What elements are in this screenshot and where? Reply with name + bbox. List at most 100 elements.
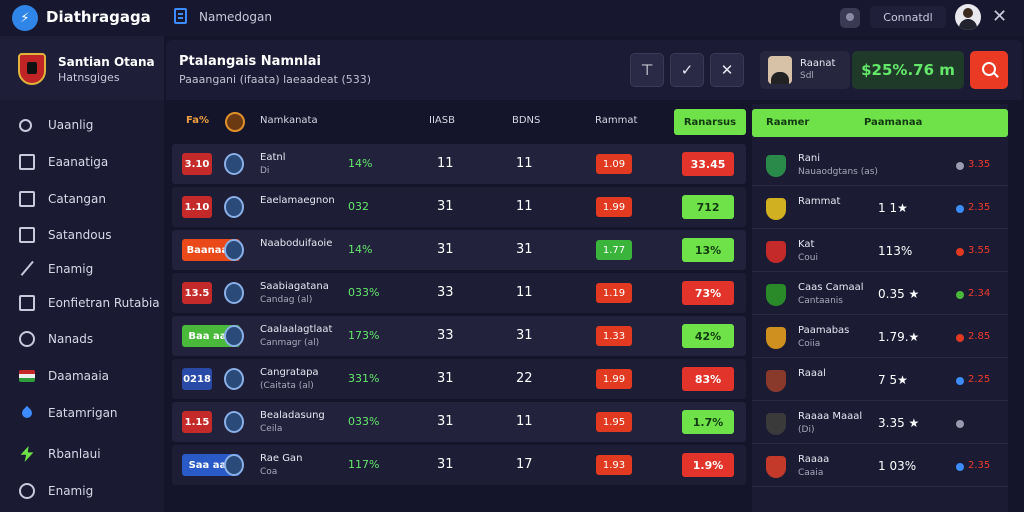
search-button[interactable]	[970, 51, 1008, 89]
sidebar-item-6[interactable]: Eonfietran Rutabia	[0, 288, 164, 318]
notification-icon[interactable]	[840, 8, 860, 28]
standings-team: Paamabas	[798, 325, 850, 336]
person-icon	[19, 483, 35, 499]
odds-button[interactable]: 1.99	[596, 197, 632, 217]
table-row[interactable]: Baanaan Naaboduifaoie 14% 31 31 1.77 13%	[172, 230, 746, 270]
rank-chip[interactable]: 13.5	[182, 282, 212, 304]
standings-row[interactable]: Rammat 1 1★ 2.35	[752, 187, 1008, 229]
column-header-a[interactable]: IIASB	[429, 115, 455, 126]
confirm-button[interactable]: ✓	[670, 53, 704, 87]
cancel-button[interactable]: ✕	[710, 53, 744, 87]
bet-button[interactable]: 1.9%	[682, 453, 734, 477]
sidebar-item-9[interactable]: Eatamrigan	[0, 398, 164, 428]
sidebar-item-1[interactable]: Uaanlig	[0, 110, 164, 140]
stat-b: 11	[516, 285, 533, 300]
sidebar-item-5[interactable]: Enamig	[0, 254, 164, 284]
rank-chip[interactable]: 1.10	[182, 196, 212, 218]
stat-b: 17	[516, 457, 533, 472]
standings-odds[interactable]: 3.35	[968, 159, 991, 170]
table-row[interactable]: 1.10 Eaelamaegnon 032 31 11 1.99 712	[172, 187, 746, 227]
standings-row[interactable]: Paamabas Coiia 1.79.★ 2.85	[752, 316, 1008, 358]
sidebar-item-2[interactable]: Eaanatiga	[0, 147, 164, 177]
close-icon[interactable]: ✕	[992, 6, 1008, 27]
stat-a: 31	[437, 414, 454, 429]
standings-team: Rammat	[798, 196, 841, 207]
standings-odds[interactable]: 3.55	[968, 245, 991, 256]
stat-b: 11	[516, 156, 533, 171]
table-row[interactable]: 3.10 Eatnl Di 14% 11 11 1.09 33.45	[172, 144, 746, 184]
standings-odds[interactable]: 2.85	[968, 331, 991, 342]
odds-button[interactable]: 1.09	[596, 154, 632, 174]
column-header-team[interactable]: Namkanata	[260, 115, 318, 126]
table-row[interactable]: Saa aan Rae Gan Coa 117% 31 17 1.93 1.9%	[172, 445, 746, 485]
bet-button[interactable]: 712	[682, 195, 734, 219]
connect-button[interactable]: Connatdl	[870, 6, 946, 28]
odds-button[interactable]: 1.33	[596, 326, 632, 346]
bet-button[interactable]: 42%	[682, 324, 734, 348]
column-header-b[interactable]: BDNS	[512, 115, 541, 126]
column-header-rank[interactable]: Fa%	[186, 115, 210, 126]
monitor-icon	[19, 191, 35, 207]
table-row[interactable]: 13.5 Saabiagatana Candag (al) 033% 33 11 1.19 7…	[172, 273, 746, 313]
odds-button[interactable]: 1.93	[596, 455, 632, 475]
sidebar-item-8[interactable]: Daamaaia	[0, 361, 164, 391]
pin-button[interactable]: ⊤	[630, 53, 664, 87]
bet-button[interactable]: 83%	[682, 367, 734, 391]
standings-row[interactable]: Caas Camaal Cantaanis 0.35 ★ 2.34	[752, 273, 1008, 315]
standings-row[interactable]: Raaal 7 5★ 2.25	[752, 359, 1008, 401]
bet-button[interactable]: 13%	[682, 238, 734, 262]
sidebar-item-3[interactable]: Catangan	[0, 184, 164, 214]
bet-button[interactable]: 73%	[682, 281, 734, 305]
standings-row[interactable]: Raaaa Caaia 1 03% 2.35	[752, 445, 1008, 487]
standings-header-1[interactable]: Raamer	[766, 117, 810, 128]
top-name-label[interactable]: Namedogan	[199, 10, 272, 24]
tv-icon	[19, 154, 35, 170]
bet-button[interactable]: 1.7%	[682, 410, 734, 434]
app-logo-icon[interactable]: ⚡	[12, 5, 38, 31]
user-card[interactable]: Raanat Sdl	[760, 51, 850, 89]
brand-subtitle: Hatnsgiges	[58, 71, 120, 84]
standings-odds[interactable]: 2.35	[968, 202, 991, 213]
column-header-d[interactable]: Ranarsus	[674, 109, 746, 135]
status-dot-icon	[956, 205, 964, 213]
table-row[interactable]: 0218 Cangratapa (Caitata (al) 331% 31 22 1.99 8…	[172, 359, 746, 399]
odds-button[interactable]: 1.77	[596, 240, 632, 260]
standings-row[interactable]: Rani Nauaodgtans (as) 3.35	[752, 144, 1008, 186]
standings-header-2[interactable]: Paamanaa	[864, 117, 923, 128]
sidebar-item-label: Eaanatiga	[48, 155, 109, 169]
standings-odds[interactable]: 2.35	[968, 460, 991, 471]
standings-team: Kat	[798, 239, 815, 250]
avatar[interactable]	[955, 4, 981, 30]
table-row[interactable]: 1.15 Bealadasung Ceila 033% 31 11 1.95 1.7%	[172, 402, 746, 442]
stat-b: 22	[516, 371, 533, 386]
team-name: Rae Gan	[260, 453, 303, 464]
standings-subtitle: Coui	[798, 253, 818, 263]
sidebar-item-7[interactable]: Nanads	[0, 324, 164, 354]
sidebar-brand[interactable]: Santian Otana Hatnsgiges	[0, 36, 164, 100]
page-title: Ptalangais Namnlai	[179, 54, 321, 69]
odds-button[interactable]: 1.99	[596, 369, 632, 389]
standings-value: 0.35 ★	[878, 287, 920, 301]
odds-button[interactable]: 1.95	[596, 412, 632, 432]
odds-button[interactable]: 1.19	[596, 283, 632, 303]
sidebar-item-11[interactable]: Enamig	[0, 476, 164, 506]
document-icon[interactable]	[174, 8, 187, 24]
standings-row[interactable]: Kat Coui 113% 3.55	[752, 230, 1008, 272]
table-header: Fa% Namkanata IIASB BDNS Rammat Ranarsus	[172, 104, 746, 140]
win-percent: 173%	[348, 329, 380, 342]
bet-button[interactable]: 33.45	[682, 152, 734, 176]
stat-a: 31	[437, 199, 454, 214]
sidebar-item-4[interactable]: Satandous	[0, 220, 164, 250]
team-subtitle: (Caitata (al)	[260, 381, 314, 391]
standings-odds[interactable]: 2.34	[968, 288, 991, 299]
table-row[interactable]: Baa aan Caalaalagtlaat Canmagr (al) 173% 33 3…	[172, 316, 746, 356]
standings-row[interactable]: Raaaa Maaal (Di) 3.35 ★	[752, 402, 1008, 444]
rank-chip[interactable]: 0218	[182, 368, 212, 390]
column-header-c[interactable]: Rammat	[595, 115, 638, 126]
sidebar-item-10[interactable]: Rbanlaui	[0, 439, 164, 469]
rank-chip[interactable]: 1.15	[182, 411, 212, 433]
stat-a: 33	[437, 285, 454, 300]
standings-odds[interactable]: 2.25	[968, 374, 991, 385]
rank-chip[interactable]: 3.10	[182, 153, 212, 175]
team-logo-icon	[224, 153, 244, 175]
